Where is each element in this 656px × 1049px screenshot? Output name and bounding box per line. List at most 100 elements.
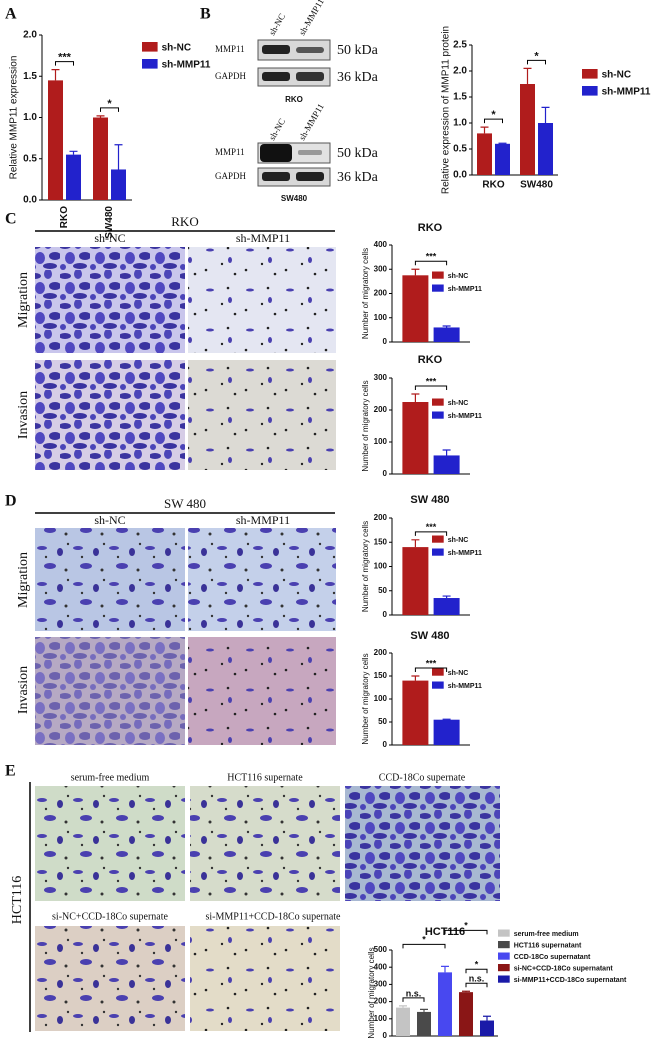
y-axis-label: Relative expression of MMP11 protein [441, 26, 452, 194]
legend-swatch [582, 69, 598, 79]
micrograph [35, 786, 185, 901]
image-label: si-NC+CCD-18Co supernate [52, 911, 168, 922]
size-label: 50 kDa [337, 43, 379, 58]
error-bar [399, 1005, 407, 1008]
bar [66, 154, 81, 200]
bar [111, 169, 126, 200]
y-axis-label: Number of migratory cells [367, 947, 376, 1038]
y-tick-label: 0 [383, 610, 388, 619]
legend-label: HCT116 supernatant [514, 942, 582, 949]
y-tick-label: 200 [374, 289, 388, 298]
bar [402, 275, 429, 342]
lane-label: sh-NC [267, 117, 287, 142]
micrograph [188, 637, 336, 745]
y-tick-label: 150 [374, 671, 388, 680]
y-tick-label: 500 [374, 945, 388, 954]
size-label: 36 kDa [337, 170, 379, 185]
size-label: 50 kDa [337, 146, 379, 161]
band [262, 172, 290, 181]
bar [417, 1011, 431, 1036]
micrograph [35, 360, 185, 470]
error-bar [483, 1015, 491, 1021]
bar [477, 133, 492, 175]
y-tick-label: 0.5 [23, 153, 37, 164]
legend-label: sh-NC [602, 70, 631, 81]
y-tick-label: 100 [374, 694, 388, 703]
legend-label: sh-NC [448, 400, 469, 407]
x-tick-label: SW480 [520, 180, 553, 191]
legend-label: CCD-18Co supernatant [514, 954, 591, 961]
cell-label: SW480 [281, 194, 308, 203]
lane-label: sh-NC [267, 12, 287, 37]
significance-label: * [491, 109, 496, 121]
legend-label: si-NC+CCD-18Co supernatant [514, 965, 614, 972]
legend-swatch [432, 535, 444, 543]
protein-label: MMP11 [215, 147, 245, 157]
legend-swatch [432, 668, 444, 676]
significance-bracket [465, 968, 488, 974]
x-tick-label: RKO [59, 206, 70, 228]
y-tick-label: 1.5 [23, 71, 37, 82]
image-label: CCD-18Co supernate [379, 772, 466, 783]
significance-label: *** [426, 376, 437, 386]
bar [433, 327, 460, 342]
size-label: 36 kDa [337, 70, 379, 85]
legend-label: si-MMP11+CCD-18Co supernatant [514, 977, 627, 984]
significance-label: n.s. [469, 974, 485, 984]
error-bar [51, 69, 60, 81]
y-tick-label: 300 [374, 980, 388, 989]
y-tick-label: 400 [374, 962, 388, 971]
significance-label: *** [426, 658, 437, 668]
error-bar [411, 675, 420, 681]
row-label: Invasion [16, 666, 31, 714]
bar [538, 123, 553, 175]
micrograph [35, 247, 185, 353]
significance-bracket [414, 531, 448, 536]
error-bar [411, 539, 420, 548]
legend-swatch [432, 398, 444, 406]
legend-swatch [498, 975, 510, 983]
bar [396, 1007, 410, 1036]
bar [433, 719, 460, 745]
significance-label: *** [426, 522, 437, 532]
y-tick-label: 0.0 [453, 170, 467, 181]
significance-bracket [484, 118, 503, 124]
image-label: serum-free medium [71, 772, 150, 783]
significance-bracket [402, 943, 446, 949]
micrograph [35, 926, 185, 1031]
y-tick-label: 150 [374, 537, 388, 546]
micrograph [188, 360, 336, 470]
significance-label: n.s. [406, 988, 422, 998]
bar [93, 117, 108, 200]
y-tick-label: 2.0 [453, 66, 467, 77]
chart-title: SW 480 [410, 630, 449, 642]
micrograph [190, 926, 340, 1031]
legend-swatch [498, 952, 510, 960]
error-bar [96, 115, 105, 118]
y-tick-label: 0.0 [23, 195, 37, 206]
y-axis-label: Number of migratory cells [361, 521, 370, 612]
y-axis-label: Number of migratory cells [361, 380, 370, 471]
row-label: Invasion [16, 391, 31, 439]
y-tick-label: 1.0 [453, 118, 467, 129]
significance-label: * [534, 50, 539, 62]
heading: RKO [171, 214, 198, 229]
legend-swatch [432, 271, 444, 279]
bar [495, 143, 510, 175]
legend-swatch [432, 411, 444, 419]
band [296, 72, 324, 81]
significance-bracket [55, 61, 74, 66]
protein-label: MMP11 [215, 44, 245, 54]
y-tick-label: 0 [383, 740, 388, 749]
significance-label: *** [426, 252, 437, 262]
legend-label: sh-NC [448, 537, 469, 544]
significance-bracket [414, 667, 448, 672]
micrograph [188, 247, 336, 353]
y-tick-label: 300 [374, 264, 388, 273]
error-bar [442, 595, 451, 599]
error-bar [69, 150, 78, 155]
chart-title: SW 480 [410, 494, 449, 506]
band [296, 172, 324, 181]
protein-label: GAPDH [215, 171, 247, 181]
